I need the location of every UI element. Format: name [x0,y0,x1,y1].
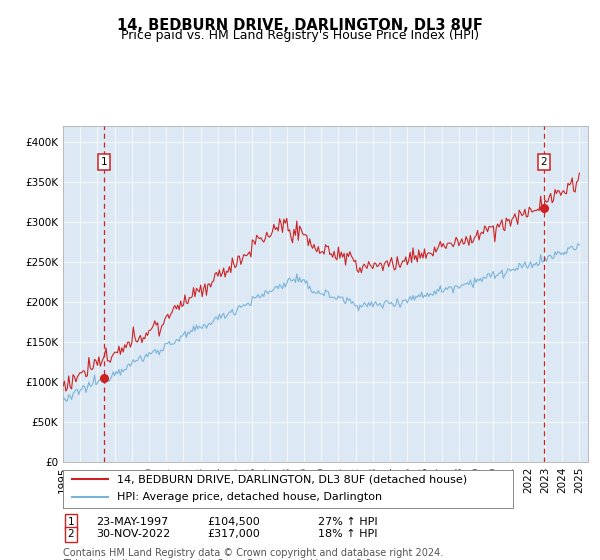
Text: 30-NOV-2022: 30-NOV-2022 [96,529,170,539]
Text: 23-MAY-1997: 23-MAY-1997 [96,517,168,527]
Text: 2: 2 [67,529,74,539]
Text: £104,500: £104,500 [207,517,260,527]
Text: 14, BEDBURN DRIVE, DARLINGTON, DL3 8UF: 14, BEDBURN DRIVE, DARLINGTON, DL3 8UF [117,18,483,33]
Text: Contains HM Land Registry data © Crown copyright and database right 2024.
This d: Contains HM Land Registry data © Crown c… [63,548,443,560]
Text: 27% ↑ HPI: 27% ↑ HPI [318,517,377,527]
Text: 2: 2 [540,157,547,167]
Text: 1: 1 [101,157,107,167]
Text: £317,000: £317,000 [207,529,260,539]
Text: 18% ↑ HPI: 18% ↑ HPI [318,529,377,539]
Text: 1: 1 [67,517,74,527]
Text: HPI: Average price, detached house, Darlington: HPI: Average price, detached house, Darl… [117,492,382,502]
Text: 14, BEDBURN DRIVE, DARLINGTON, DL3 8UF (detached house): 14, BEDBURN DRIVE, DARLINGTON, DL3 8UF (… [117,474,467,484]
Text: Price paid vs. HM Land Registry's House Price Index (HPI): Price paid vs. HM Land Registry's House … [121,29,479,42]
